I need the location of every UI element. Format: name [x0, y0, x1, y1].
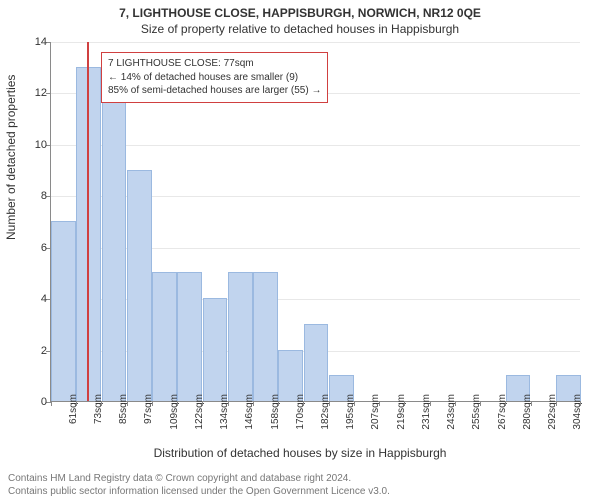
x-tick-mark [556, 401, 557, 406]
x-tick-mark [480, 401, 481, 406]
x-tick-mark [455, 401, 456, 406]
x-tick-mark [303, 401, 304, 406]
gridline [51, 42, 580, 43]
bar [177, 272, 202, 401]
reference-line [87, 42, 89, 401]
x-tick-mark [531, 401, 532, 406]
x-tick-mark [379, 401, 380, 406]
plot-area: 0246810121461sqm73sqm85sqm97sqm109sqm122… [50, 42, 580, 402]
x-tick-mark [354, 401, 355, 406]
x-tick-mark [505, 401, 506, 406]
annotation-line: 85% of semi-detached houses are larger (… [108, 84, 321, 98]
x-tick-mark [430, 401, 431, 406]
x-tick-mark [228, 401, 229, 406]
y-tick-label: 12 [23, 87, 47, 99]
footer-attribution: Contains HM Land Registry data © Crown c… [8, 472, 592, 498]
bar [228, 272, 253, 401]
gridline [51, 145, 580, 146]
bar [127, 170, 152, 401]
x-tick-mark [152, 401, 153, 406]
y-tick-label: 10 [23, 139, 47, 151]
x-tick-mark [202, 401, 203, 406]
footer-line: Contains HM Land Registry data © Crown c… [8, 472, 592, 485]
x-tick-mark [177, 401, 178, 406]
x-tick-mark [51, 401, 52, 406]
x-tick-mark [127, 401, 128, 406]
y-tick-label: 0 [23, 396, 47, 408]
chart-supertitle: 7, LIGHTHOUSE CLOSE, HAPPISBURGH, NORWIC… [0, 6, 600, 20]
bar [203, 298, 228, 401]
x-tick-mark [253, 401, 254, 406]
x-tick-mark [329, 401, 330, 406]
bar [304, 324, 329, 401]
y-tick-label: 2 [23, 345, 47, 357]
bar [253, 272, 278, 401]
x-tick-mark [404, 401, 405, 406]
y-axis-label: Number of detached properties [4, 75, 18, 240]
x-tick-label: 304sqm [572, 394, 583, 438]
annotation-line: 7 LIGHTHOUSE CLOSE: 77sqm [108, 57, 321, 71]
chart-container: 7, LIGHTHOUSE CLOSE, HAPPISBURGH, NORWIC… [0, 0, 600, 500]
y-tick-label: 14 [23, 36, 47, 48]
y-tick-label: 4 [23, 293, 47, 305]
bar [152, 272, 177, 401]
footer-line: Contains public sector information licen… [8, 485, 592, 498]
chart-subtitle: Size of property relative to detached ho… [0, 22, 600, 36]
x-tick-mark [278, 401, 279, 406]
bar [51, 221, 76, 401]
x-axis-label: Distribution of detached houses by size … [0, 446, 600, 460]
annotation-line: ← 14% of detached houses are smaller (9) [108, 71, 321, 85]
y-tick-label: 6 [23, 242, 47, 254]
bar [102, 92, 127, 401]
y-tick-label: 8 [23, 190, 47, 202]
x-tick-mark [580, 401, 581, 406]
x-tick-mark [76, 401, 77, 406]
x-tick-mark [101, 401, 102, 406]
annotation-box: 7 LIGHTHOUSE CLOSE: 77sqm ← 14% of detac… [101, 52, 328, 103]
